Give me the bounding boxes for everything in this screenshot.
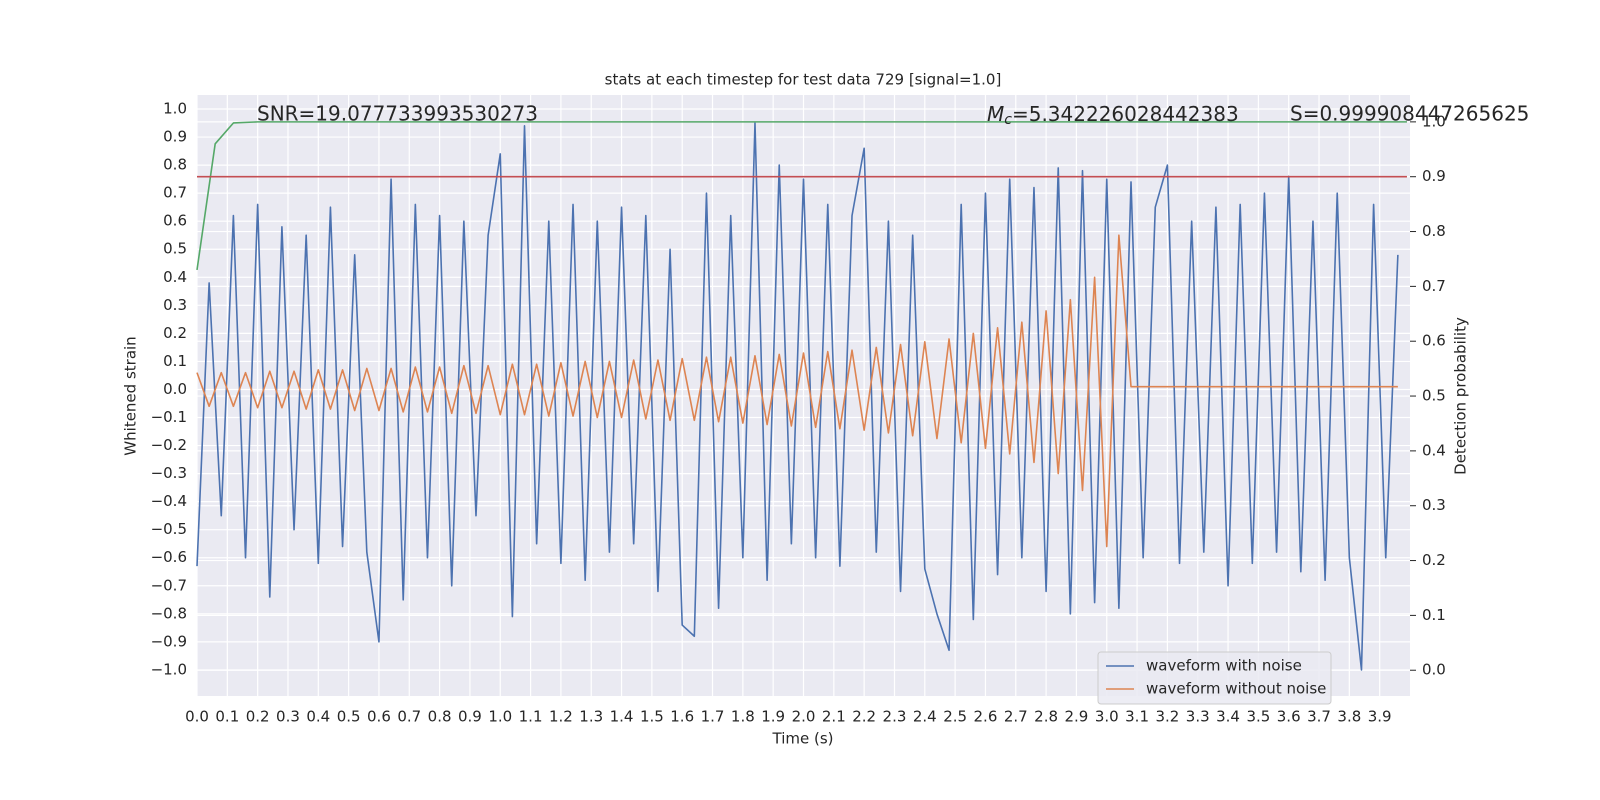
- chart-title: stats at each timestep for test data 729…: [605, 71, 1002, 89]
- legend: waveform with noise waveform without nois…: [1097, 651, 1332, 705]
- annotation-subscript: c: [1004, 112, 1012, 128]
- x-tick-label: 2.4: [913, 708, 937, 726]
- y-tick-label: −0.9: [151, 632, 187, 650]
- x-tick-label: 1.0: [488, 708, 512, 726]
- y2-axis-label: Detection probability: [1452, 317, 1470, 475]
- y-tick-label: 0.1: [163, 352, 187, 370]
- y2-tick-label: 0.1: [1422, 606, 1446, 624]
- x-tick-label: 1.3: [579, 708, 603, 726]
- x-tick-label: 0.5: [337, 708, 361, 726]
- y-tick-label: −0.5: [151, 520, 187, 538]
- legend-box: [1097, 651, 1332, 705]
- x-tick-label: 1.7: [701, 708, 725, 726]
- x-tick-label: 3.3: [1186, 708, 1210, 726]
- x-tick-label: 3.6: [1277, 708, 1301, 726]
- y2-tick-label: 0.4: [1422, 441, 1446, 459]
- y-tick-label: −0.6: [151, 548, 187, 566]
- legend-label: waveform without noise: [1146, 680, 1326, 698]
- x-tick-label: 0.4: [306, 708, 330, 726]
- annotation: SNR=19.077733993530273: [257, 102, 538, 126]
- x-tick-label: 1.6: [670, 708, 694, 726]
- y-tick-label: −0.2: [151, 436, 187, 454]
- y2-tick-label: 0.7: [1422, 277, 1446, 295]
- y-tick-label: 0.0: [163, 380, 187, 398]
- series-line: [196, 234, 1398, 548]
- x-tick-label: 2.7: [1004, 708, 1028, 726]
- y-tick-label: 0.4: [163, 268, 187, 286]
- y-tick-label: 0.8: [163, 156, 187, 174]
- y2-tick-label: 0.3: [1422, 496, 1446, 514]
- x-tick-label: 2.2: [852, 708, 876, 726]
- x-tick-label: 0.3: [276, 708, 300, 726]
- y2-tick-label: 0.0: [1422, 661, 1446, 679]
- x-tick-label: 3.4: [1216, 708, 1240, 726]
- annotation: Mc=5.342226028442383: [987, 102, 1239, 129]
- y-tick-label: 0.6: [163, 212, 187, 230]
- x-tick-label: 3.8: [1337, 708, 1361, 726]
- annotation-symbol: M: [987, 102, 1004, 126]
- y-tick-label: −0.3: [151, 464, 187, 482]
- x-tick-label: 1.9: [761, 708, 785, 726]
- x-tick-label: 1.1: [519, 708, 543, 726]
- x-tick-label: 0.2: [246, 708, 270, 726]
- x-tick-label: 2.9: [1064, 708, 1088, 726]
- annotation-text: =5.342226028442383: [1012, 102, 1239, 126]
- y-tick-label: 0.3: [163, 296, 187, 314]
- x-tick-label: 3.9: [1368, 708, 1392, 726]
- lines: [196, 121, 1407, 671]
- y2-tick-label: 0.6: [1422, 332, 1446, 350]
- x-tick-label: 1.4: [610, 708, 634, 726]
- x-tick-label: 1.2: [549, 708, 573, 726]
- y2-tick-label: 0.8: [1422, 222, 1446, 240]
- y-tick-label: −0.8: [151, 604, 187, 622]
- x-tick-label: 0.0: [185, 708, 209, 726]
- x-tick-label: 1.8: [731, 708, 755, 726]
- y-tick-label: 0.2: [163, 324, 187, 342]
- x-tick-label: 3.2: [1155, 708, 1179, 726]
- y-tick-label: −1.0: [151, 660, 187, 678]
- x-tick-label: 2.3: [883, 708, 907, 726]
- x-axis-label: Time (s): [772, 730, 834, 748]
- ticks: 0.0 0.1 0.2 0.3 0.4 0.5 0.6 0.7 0.8 0.9 1.0 1.1 1.2 1…: [151, 100, 1446, 726]
- x-tick-label: 3.1: [1125, 708, 1149, 726]
- y-tick-label: −0.1: [151, 408, 187, 426]
- annotation: S=0.999908447265625: [1290, 102, 1529, 126]
- y-axis-label: Whitened strain: [122, 336, 140, 455]
- x-tick-label: 0.6: [367, 708, 391, 726]
- legend-label: waveform with noise: [1146, 657, 1302, 675]
- y2-tick-label: 0.2: [1422, 551, 1446, 569]
- x-tick-label: 2.0: [792, 708, 816, 726]
- y-tick-label: 0.7: [163, 184, 187, 202]
- y-tick-label: 0.9: [163, 128, 187, 146]
- x-tick-label: 2.5: [943, 708, 967, 726]
- series-line: [196, 121, 1407, 271]
- x-tick-label: 3.0: [1095, 708, 1119, 726]
- y2-tick-label: 1.0: [1422, 112, 1446, 130]
- x-tick-label: 3.5: [1246, 708, 1270, 726]
- x-tick-label: 0.9: [458, 708, 482, 726]
- x-tick-label: 0.1: [215, 708, 239, 726]
- x-tick-label: 3.7: [1307, 708, 1331, 726]
- y-tick-label: −0.4: [151, 492, 187, 510]
- y-tick-label: 1.0: [163, 100, 187, 118]
- y-tick-label: 0.5: [163, 240, 187, 258]
- y2-tick-label: 0.5: [1422, 387, 1446, 405]
- y-tick-label: −0.7: [151, 576, 187, 594]
- x-tick-label: 2.8: [1034, 708, 1058, 726]
- x-tick-label: 1.5: [640, 708, 664, 726]
- x-tick-label: 0.7: [397, 708, 421, 726]
- x-tick-label: 0.8: [428, 708, 452, 726]
- y2-tick-label: 0.9: [1422, 167, 1446, 185]
- x-tick-label: 2.1: [822, 708, 846, 726]
- x-tick-label: 2.6: [974, 708, 998, 726]
